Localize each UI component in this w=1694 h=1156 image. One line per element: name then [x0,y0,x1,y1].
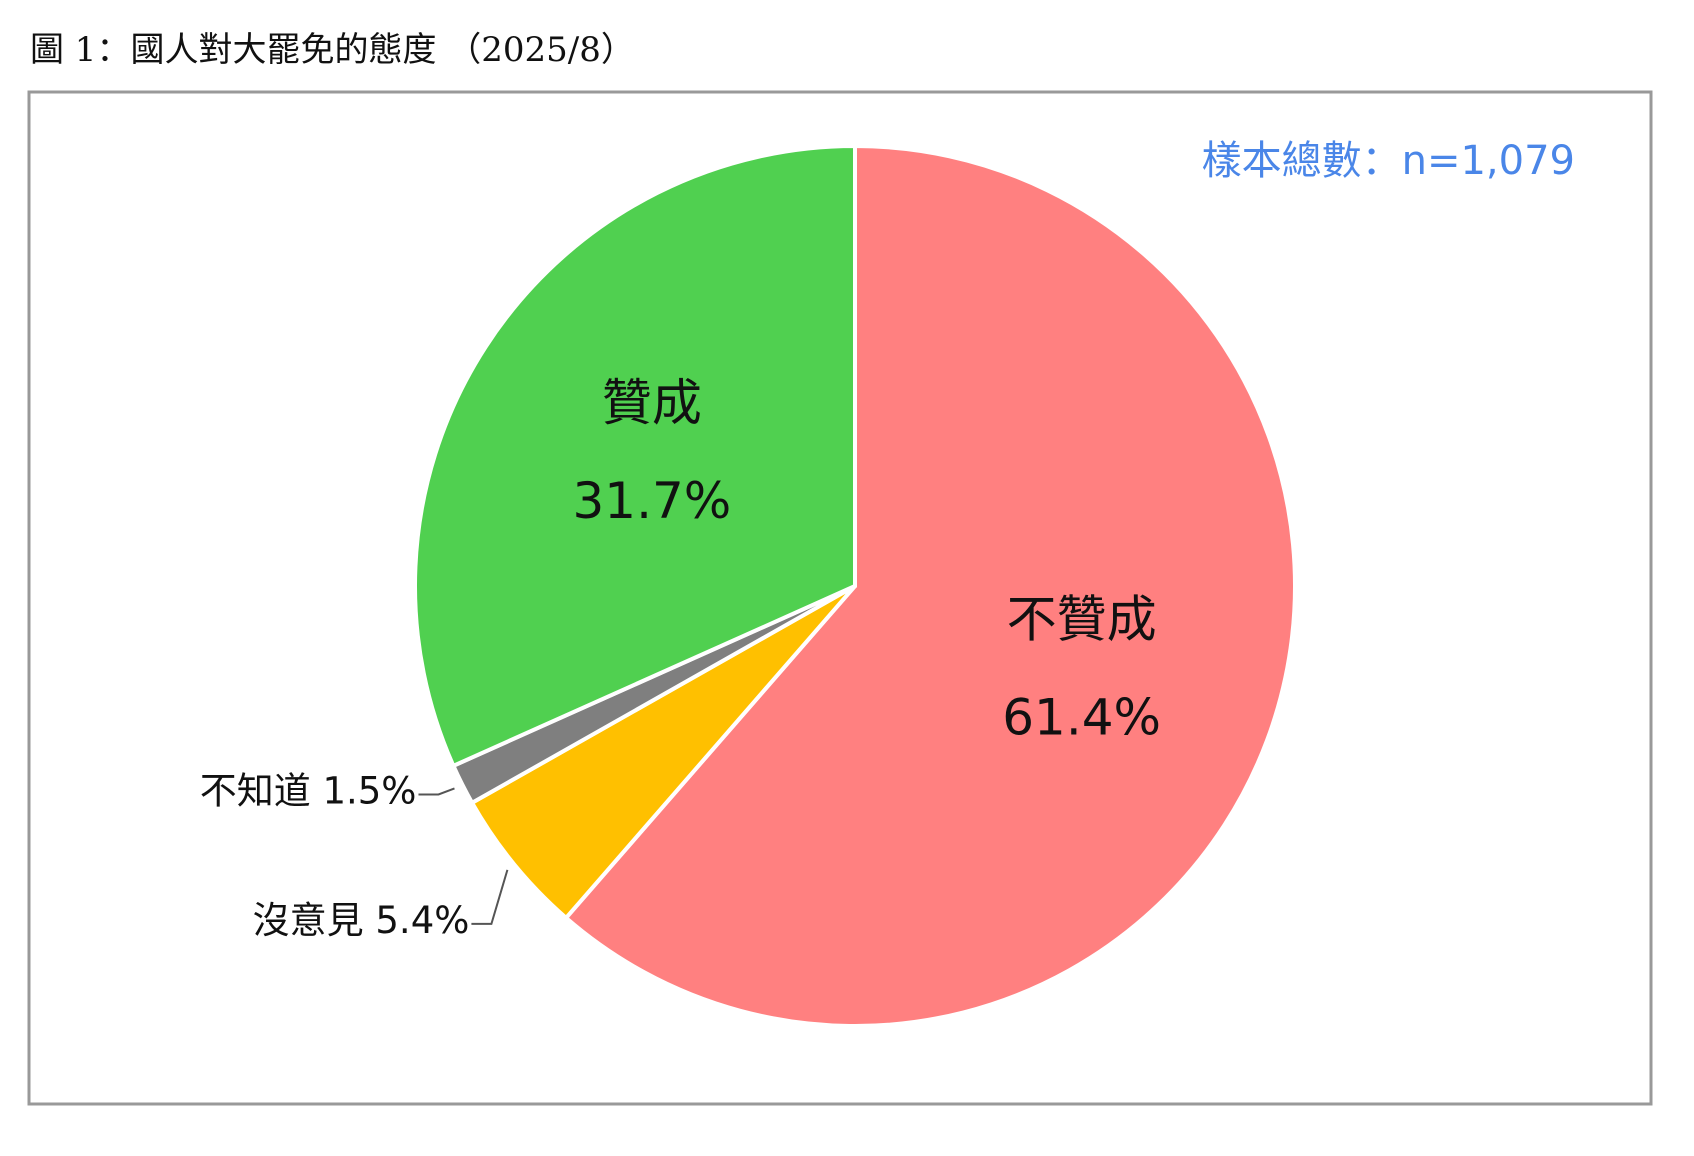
slice-value-label: 5.4% [375,898,469,941]
outer-label: 不知道 1.5% [200,769,417,812]
chart-frame [27,90,1653,1106]
pie-slice [563,143,1297,1028]
leader-line [471,869,509,925]
slice-category-label: 贊成 [602,374,702,432]
slice-value-label: 31.7% [572,472,731,530]
pie-slice [469,584,857,921]
slice-value-label: 1.5% [322,769,416,812]
pie-slice [413,143,857,769]
chart-title: 圖 1：國人對大罷免的態度 （2025/8） [30,30,635,70]
outer-label: 沒意見 5.4% [253,898,470,941]
slice-value-label: 61.4% [1002,688,1161,746]
slice-category-label: 不贊成 [1007,590,1157,648]
slice-category-label: 沒意見 [253,898,364,941]
leader-line [418,787,455,796]
slice-category-label: 不知道 [200,769,311,812]
annotation: 樣本總數：n=1,079 [1202,138,1575,184]
